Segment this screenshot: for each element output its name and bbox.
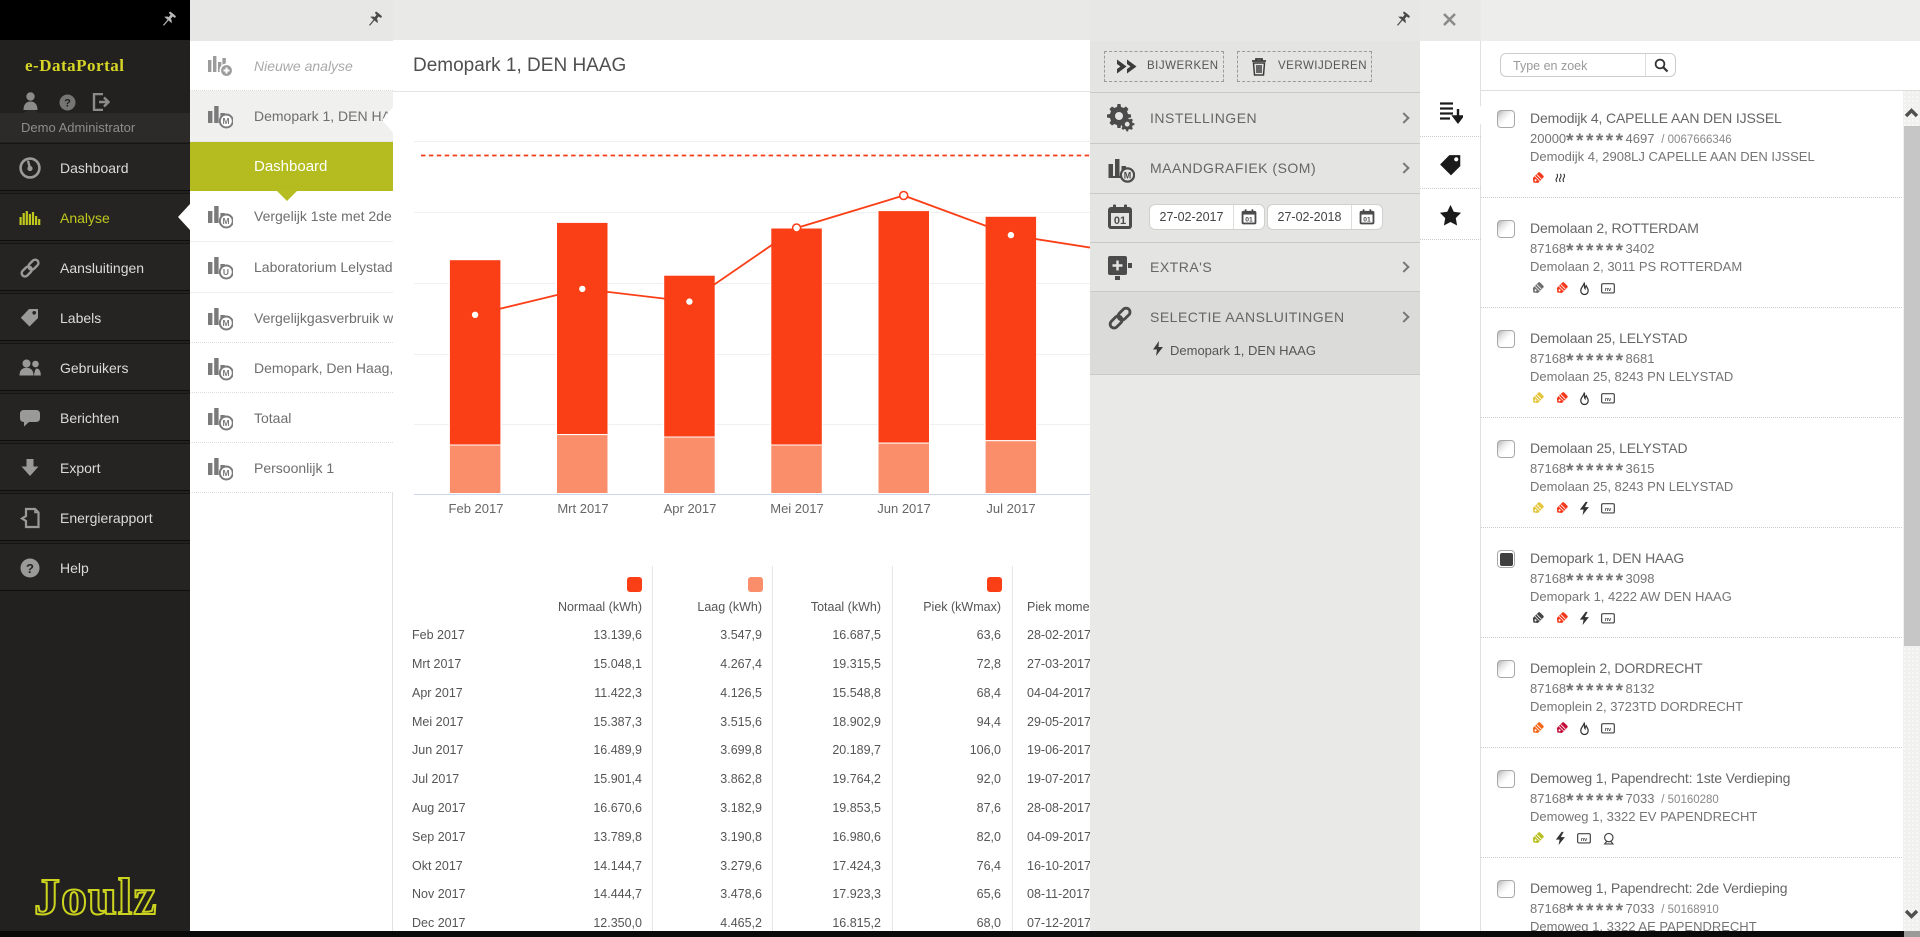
svg-text:M: M [222,116,229,126]
svg-text:Mei 2017: Mei 2017 [770,501,823,516]
svg-text:U: U [223,267,229,277]
svg-text:M: M [222,468,229,478]
svg-text:01: 01 [1245,216,1253,223]
svg-text:M: M [222,368,229,378]
svg-text:Jun 2017: Jun 2017 [877,501,931,516]
svg-text:?: ? [64,98,71,110]
svg-text:Feb 2017: Feb 2017 [449,501,504,516]
svg-text:01: 01 [1363,216,1371,223]
svg-text:M: M [222,418,229,428]
svg-text:M: M [222,318,229,328]
svg-text:?: ? [26,561,34,576]
svg-text:M: M [222,216,229,226]
svg-text:M: M [1124,170,1132,180]
svg-text:Apr 2017: Apr 2017 [664,501,717,516]
svg-text:01: 01 [1114,215,1126,227]
svg-text:Jul 2017: Jul 2017 [986,501,1035,516]
svg-text:Mrt 2017: Mrt 2017 [557,501,608,516]
